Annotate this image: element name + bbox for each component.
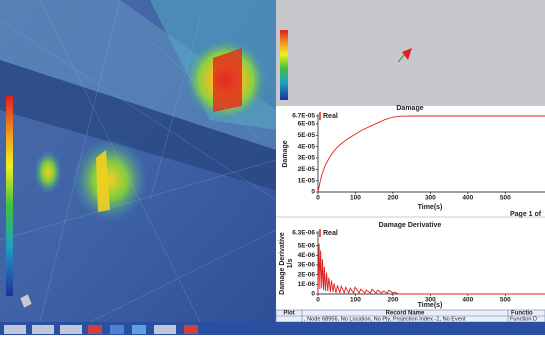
table-header: Functio xyxy=(511,311,533,317)
x-axis-label: Time(s) xyxy=(418,204,443,211)
legend-label: Real xyxy=(323,230,338,237)
x-tick-label: 400 xyxy=(462,297,473,304)
x-tick-label: 400 xyxy=(462,195,473,202)
y-tick-label: 1E-05 xyxy=(298,177,316,184)
y-axis-label: 1/s xyxy=(287,259,294,269)
taskbar-button[interactable] xyxy=(154,325,176,334)
y-axis-label: Damage Derivative xyxy=(279,232,286,295)
taskbar-button[interactable] xyxy=(88,325,102,334)
taskbar-button[interactable] xyxy=(110,325,124,334)
chart-title: Damage Derivative xyxy=(379,222,442,229)
y-tick-label: 2E-06 xyxy=(298,271,316,278)
x-tick-label: 0 xyxy=(316,297,320,304)
x-tick-label: 200 xyxy=(387,195,398,202)
y-tick-label: 3E-05 xyxy=(298,155,316,162)
taskbar xyxy=(0,322,545,335)
x-tick-label: 0 xyxy=(316,195,320,202)
model-view[interactable] xyxy=(0,0,277,323)
x-tick-label: 300 xyxy=(425,195,436,202)
x-axis-label: Time(s) xyxy=(418,302,443,309)
legend-panel xyxy=(276,0,545,106)
series-line xyxy=(317,243,545,295)
y-tick-label: 4E-05 xyxy=(298,143,316,150)
y-tick-label: 6.7E-05 xyxy=(292,113,315,120)
table-cell[interactable]: , Node 68956, No Location, No Ply, Proje… xyxy=(304,316,466,322)
y-tick-label: 5E-05 xyxy=(298,132,316,139)
table-header: Plot xyxy=(283,311,294,317)
taskbar-button[interactable] xyxy=(184,325,198,334)
y-tick-label: 3E-06 xyxy=(298,262,316,269)
y-tick-label: 0 xyxy=(311,291,315,298)
y-tick-label: 6.3E-06 xyxy=(292,230,315,237)
legend-label: Real xyxy=(323,113,338,120)
table-header: Record Name xyxy=(386,311,425,317)
y-tick-label: 6E-05 xyxy=(298,121,316,128)
y-tick-label: 1E-06 xyxy=(298,281,316,288)
x-tick-label: 300 xyxy=(425,297,436,304)
series-line xyxy=(317,115,545,193)
taskbar-button[interactable] xyxy=(4,325,26,334)
table-cell[interactable]: Function D xyxy=(510,316,537,322)
contour-legend xyxy=(280,30,412,100)
x-tick-label: 100 xyxy=(350,297,361,304)
y-tick-label: 4E-06 xyxy=(298,252,316,259)
y-tick-label: 0 xyxy=(311,189,315,196)
x-tick-label: 500 xyxy=(500,195,511,202)
chart-title: Damage xyxy=(396,105,423,112)
plot-panel xyxy=(276,106,545,310)
x-tick-label: 500 xyxy=(500,297,511,304)
y-tick-label: 2E-05 xyxy=(298,166,316,173)
taskbar-button[interactable] xyxy=(32,325,54,334)
y-axis-label: Damage xyxy=(282,140,289,167)
page-label: Page 1 of xyxy=(510,211,542,218)
x-tick-label: 100 xyxy=(350,195,361,202)
y-tick-label: 5E-06 xyxy=(298,242,316,249)
taskbar-button[interactable] xyxy=(132,325,146,334)
x-tick-label: 200 xyxy=(387,297,398,304)
record-table: Plot Record Name Functio , Node 68956, N… xyxy=(275,309,545,322)
taskbar-button[interactable] xyxy=(60,325,82,334)
